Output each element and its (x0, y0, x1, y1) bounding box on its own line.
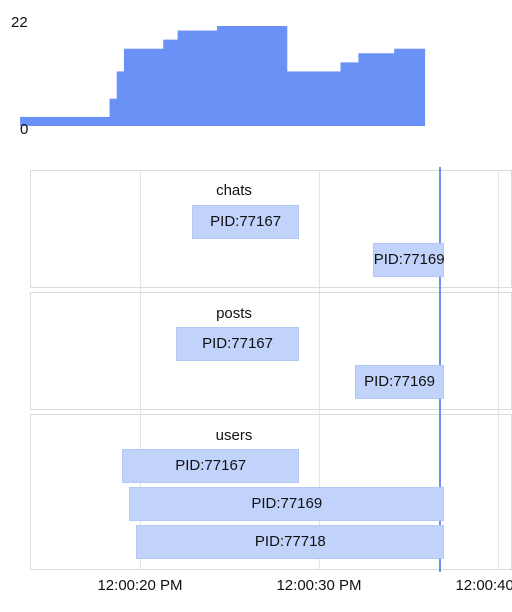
histogram-step-bar (20, 116, 111, 126)
panel-title: chats (216, 182, 252, 199)
histogram-step-bar (394, 48, 426, 126)
process-bar[interactable]: PID:77167 (191, 205, 300, 239)
process-bar[interactable]: PID:77169 (354, 365, 445, 399)
histogram-step-bar (340, 62, 359, 126)
process-bar[interactable]: PID:77167 (175, 327, 300, 361)
process-bar-label: PID:77167 (202, 335, 273, 352)
histogram-step-bar (216, 26, 288, 126)
histogram-step-bar (116, 71, 125, 126)
process-bar[interactable]: PID:77167 (122, 449, 300, 483)
process-bar-label: PID:77169 (364, 373, 435, 390)
process-bar[interactable]: PID:77169 (372, 243, 445, 277)
gridline (498, 170, 499, 570)
histogram-step-bar (123, 48, 164, 126)
process-bar-label: PID:77169 (373, 251, 445, 268)
panel-title: users (215, 427, 253, 444)
activity-histogram (20, 26, 426, 126)
histogram-y-min-label: 0 (20, 121, 29, 138)
histogram-step-bar (286, 71, 341, 126)
histogram-step-bar (109, 98, 118, 126)
histogram-step-bar (163, 39, 179, 126)
process-bar-label: PID:77167 (210, 213, 282, 230)
process-bar[interactable]: PID:77169 (129, 487, 445, 521)
process-bar-label: PID:77167 (175, 457, 247, 474)
histogram-y-max-label: 22 (11, 14, 28, 31)
process-bar-label: PID:77169 (251, 495, 323, 512)
time-tick-label: 12:00:20 PM (97, 577, 183, 594)
gridline (140, 170, 141, 570)
process-bar[interactable]: PID:77718 (136, 525, 445, 559)
histogram-step-bar (358, 53, 395, 126)
panel-title: posts (216, 305, 252, 322)
time-tick-label: 12:00:40 PM (455, 577, 512, 594)
gridline (319, 170, 320, 570)
time-tick-label: 12:00:30 PM (276, 577, 362, 594)
histogram-step-bar (177, 30, 218, 126)
process-bar-label: PID:77718 (254, 533, 326, 550)
